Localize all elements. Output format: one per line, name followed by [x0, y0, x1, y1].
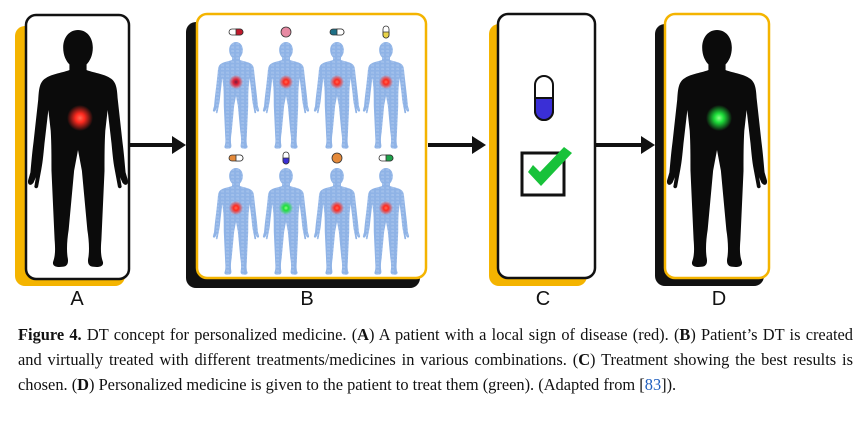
arrow-a-to-b-icon [129, 136, 186, 154]
virtual-patient [313, 152, 361, 275]
capsule-icon [282, 151, 290, 165]
panel-c-label: C [536, 288, 550, 310]
digital-twin-grid [212, 25, 410, 275]
figure-caption: Figure 4. DT concept for personalized me… [18, 322, 853, 397]
capsule-icon [331, 152, 343, 164]
disease-spot-icon [330, 75, 344, 89]
disease-spot-icon [379, 201, 393, 215]
disease-spot-icon [279, 75, 293, 89]
panel-c: C [489, 12, 597, 310]
arrow-c-to-d-icon [596, 136, 655, 154]
caption-c-label: C [578, 350, 591, 369]
disease-spot-icon [67, 105, 93, 131]
caption-c-text: ) Treatment showing the best results is … [18, 350, 853, 394]
capsule-icon [329, 28, 345, 36]
capsule-icon [228, 154, 244, 162]
panel-b-label: B [300, 288, 313, 310]
panel-a-label: A [70, 288, 84, 310]
caption-b-label: B [679, 325, 691, 344]
virtual-patient [362, 154, 410, 275]
virtual-patient [212, 28, 260, 149]
capsule-icon [228, 28, 244, 36]
chosen-capsule-icon [534, 75, 554, 121]
caption-figure-label: Figure 4. [18, 325, 82, 344]
disease-spot-icon [229, 201, 243, 215]
virtual-patient [362, 25, 410, 149]
panel-b: B [186, 12, 428, 310]
arrow-b-to-c-icon [428, 136, 486, 154]
healthy-spot-icon [279, 201, 293, 215]
virtual-patient [262, 151, 310, 275]
caption-end: ]). [661, 375, 677, 394]
diagram-canvas: 01 A B C [15, 12, 771, 310]
virtual-patient [212, 154, 260, 275]
caption-intro: DT concept for personalized medicine. ( [81, 325, 358, 344]
disease-spot-icon [379, 75, 393, 89]
capsule-icon [378, 154, 394, 162]
caption-b-text: ) Patient’s DT is created and virtually … [18, 325, 853, 369]
capsule-icon [382, 25, 390, 39]
virtual-patient [262, 26, 310, 149]
panel-d-label: D [712, 288, 726, 310]
checkbox-checked-icon [520, 147, 572, 197]
disease-spot-icon [330, 201, 344, 215]
caption-reference-link[interactable]: 83 [644, 375, 662, 394]
disease-spot-icon [229, 75, 243, 89]
caption-a-text: ) A patient with a local sign of disease… [369, 325, 680, 344]
caption-d-text: ) Personalized medicine is given to the … [89, 375, 645, 394]
caption-a-label: A [357, 325, 370, 344]
virtual-patient [313, 28, 361, 149]
panel-d: D [655, 12, 771, 310]
caption-d-label: D [77, 375, 90, 394]
panel-a: A [15, 13, 131, 310]
healthy-spot-icon [706, 105, 732, 131]
capsule-icon [280, 26, 292, 38]
panel-c-frame [496, 12, 597, 280]
